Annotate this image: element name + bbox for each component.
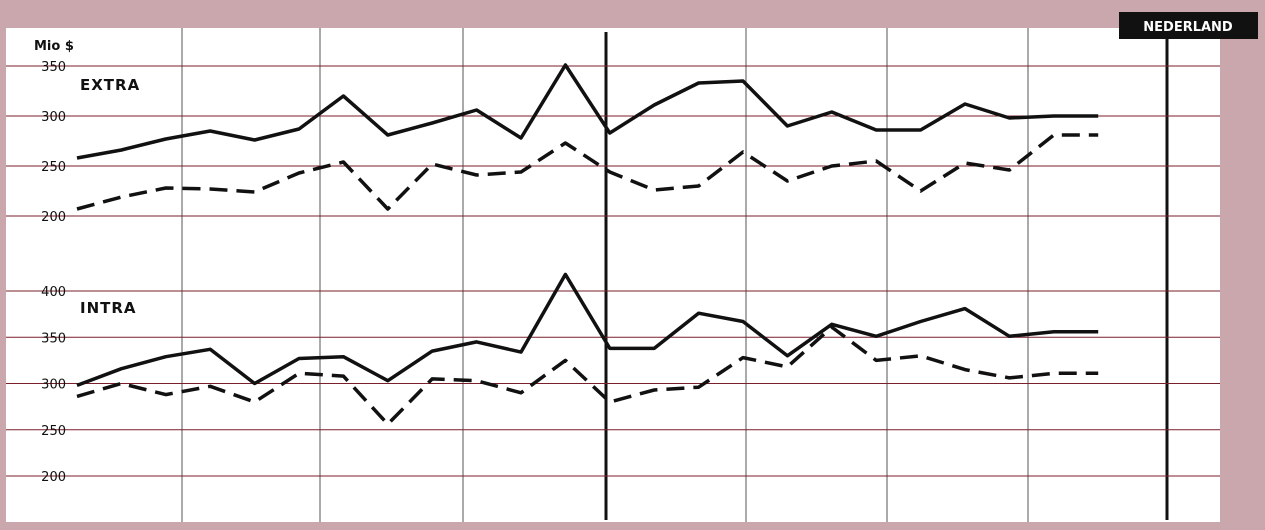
- country-badge-background: [1119, 12, 1258, 39]
- intra-tick-label-400: 400: [41, 285, 66, 300]
- tick-labels: 200 250 300 350 200 250 300 350 400: [41, 60, 66, 485]
- extra-solid-line: [76, 63, 1099, 160]
- extra-dashed-line: [76, 133, 1099, 211]
- y-axis-unit-label: Mio $: [34, 39, 74, 54]
- extra-tick-label-250: 250: [41, 160, 66, 175]
- intra-dashed-line: [76, 325, 1099, 426]
- country-badge-label: NEDERLAND: [1143, 20, 1233, 35]
- plot-area: [6, 28, 1220, 522]
- country-badge: NEDERLAND: [1119, 12, 1258, 39]
- intra-tick-label-250: 250: [41, 424, 66, 439]
- intra-solid-line: [76, 272, 1099, 388]
- intra-panel-label: INTRA: [80, 299, 137, 317]
- intra-tick-label-350: 350: [41, 331, 66, 346]
- extra-tick-label-300: 300: [41, 110, 66, 125]
- extra-tick-label-200: 200: [41, 210, 66, 225]
- extra-tick-label-350: 350: [41, 60, 66, 75]
- intra-tick-label-200: 200: [41, 470, 66, 485]
- series-lines: [76, 63, 1099, 426]
- extra-panel-label: EXTRA: [80, 76, 140, 94]
- intra-tick-label-300: 300: [41, 378, 66, 393]
